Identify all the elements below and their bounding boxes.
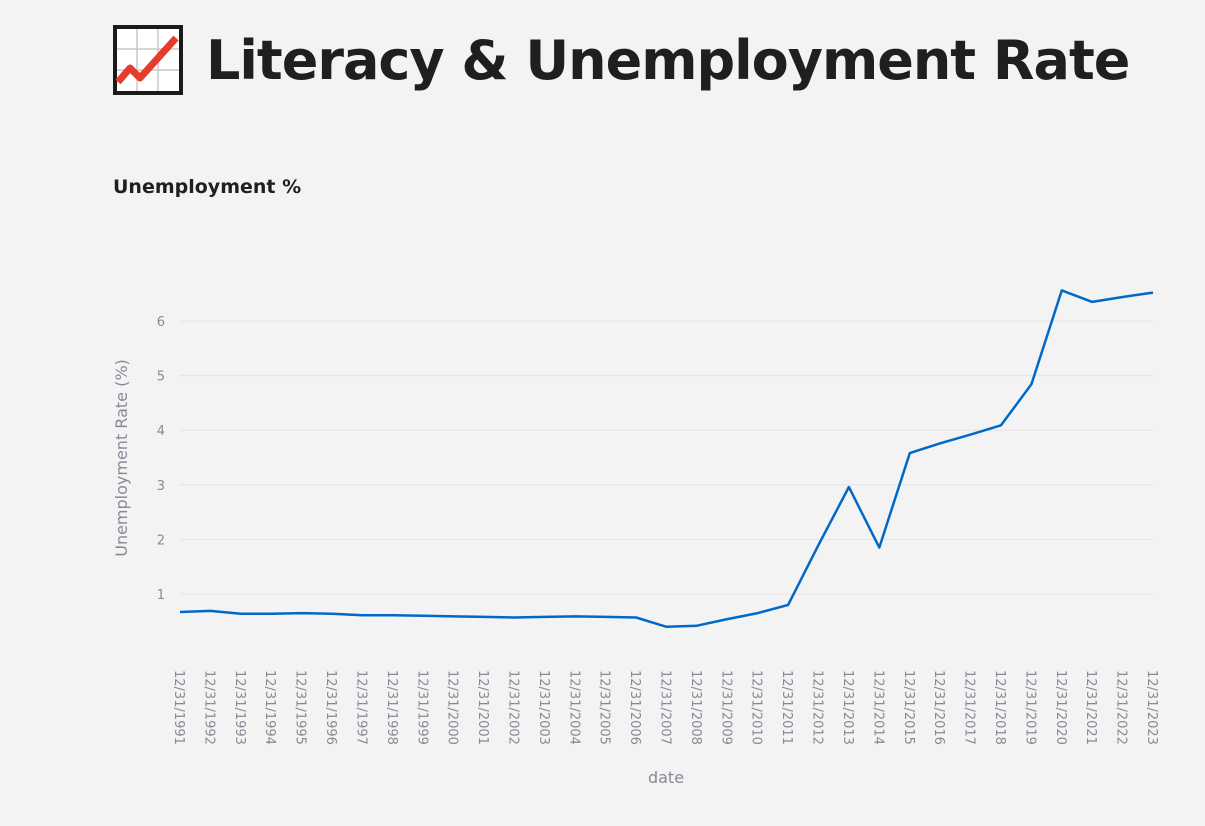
x-tick-label: 12/31/2006 [627, 670, 642, 745]
x-tick-label: 12/31/2007 [658, 670, 673, 745]
data-point[interactable] [906, 449, 914, 457]
data-point[interactable] [1058, 286, 1066, 294]
x-tick-label: 12/31/2015 [901, 670, 916, 745]
x-tick-label: 12/31/2018 [992, 670, 1007, 745]
data-point[interactable] [510, 613, 518, 621]
data-point[interactable] [328, 610, 336, 618]
x-tick-label: 12/31/2020 [1053, 670, 1068, 745]
y-axis-title: Unemployment Rate (%) [112, 359, 131, 557]
x-tick-label: 12/31/2022 [1114, 670, 1129, 745]
x-tick-label: 12/31/1999 [414, 670, 429, 745]
title-row: Literacy & Unemployment Rate [112, 20, 1130, 100]
x-tick-label: 12/31/1998 [384, 670, 399, 745]
x-tick-label: 12/31/2014 [870, 670, 885, 745]
x-tick-label: 12/31/2012 [810, 670, 825, 745]
data-point[interactable] [450, 612, 458, 620]
x-tick-label: 12/31/1994 [262, 670, 277, 745]
y-tick-label: 5 [157, 370, 165, 385]
x-tick-label: 12/31/1992 [201, 670, 216, 745]
x-tick-label: 12/31/2019 [1022, 670, 1037, 745]
data-point[interactable] [480, 613, 488, 621]
data-point[interactable] [936, 439, 944, 447]
x-tick-label: 12/31/2009 [718, 670, 733, 745]
data-point[interactable] [176, 608, 184, 616]
y-tick-label: 2 [157, 533, 165, 548]
x-tick-label: 12/31/2013 [840, 670, 855, 745]
x-tick-label: 12/31/2021 [1083, 670, 1098, 745]
data-point[interactable] [997, 421, 1005, 429]
data-point[interactable] [571, 612, 579, 620]
x-axis-title: date [648, 768, 684, 787]
x-tick-label: 12/31/2017 [962, 670, 977, 745]
data-point[interactable] [419, 612, 427, 620]
x-tick-label: 12/31/2001 [475, 670, 490, 745]
y-tick-labels: 1 2 3 4 5 6 [157, 315, 165, 603]
y-tick-label: 6 [157, 315, 165, 330]
data-point[interactable] [1119, 293, 1127, 301]
y-tick-label: 4 [157, 424, 165, 439]
data-point[interactable] [875, 544, 883, 552]
data-point[interactable] [815, 541, 823, 549]
x-tick-label: 12/31/2010 [749, 670, 764, 745]
data-point[interactable] [1149, 289, 1157, 297]
data-point[interactable] [723, 615, 731, 623]
x-tick-label: 12/31/2003 [536, 670, 551, 745]
x-tick-label: 12/31/1993 [232, 670, 247, 745]
data-point[interactable] [784, 601, 792, 609]
page-title: Literacy & Unemployment Rate [206, 28, 1130, 92]
x-tick-label: 12/31/2016 [931, 670, 946, 745]
data-point[interactable] [267, 610, 275, 618]
data-point[interactable] [1088, 298, 1096, 306]
data-point[interactable] [967, 431, 975, 439]
data-point[interactable] [1027, 380, 1035, 388]
data-point[interactable] [754, 609, 762, 617]
section-title: Unemployment % [113, 176, 302, 198]
data-point[interactable] [237, 610, 245, 618]
x-tick-label: 12/31/1997 [353, 670, 368, 745]
x-tick-label: 12/31/1995 [293, 670, 308, 745]
data-point[interactable] [206, 607, 214, 615]
grid-layer [180, 320, 1153, 595]
x-tick-label: 12/31/2011 [779, 670, 794, 745]
series-line-0[interactable] [179, 289, 1154, 629]
data-point[interactable] [693, 622, 701, 630]
data-point[interactable] [632, 613, 640, 621]
x-tick-label: 12/31/2008 [688, 670, 703, 745]
data-point[interactable] [358, 611, 366, 619]
data-point[interactable] [663, 623, 671, 631]
data-point[interactable] [845, 483, 853, 491]
y-tick-label: 1 [157, 588, 165, 603]
x-tick-label: 12/31/2005 [597, 670, 612, 745]
x-tick-label: 12/31/2002 [505, 670, 520, 745]
x-tick-label: 12/31/2000 [445, 670, 460, 745]
x-tick-label: 12/31/2004 [566, 670, 581, 745]
y-tick-label: 3 [157, 479, 165, 494]
x-tick-labels: 12/31/1991 12/31/1992 12/31/1993 12/31/1994… [171, 670, 1159, 745]
data-point[interactable] [298, 609, 306, 617]
data-point[interactable] [389, 611, 397, 619]
data-point[interactable] [541, 613, 549, 621]
data-point[interactable] [602, 613, 610, 621]
x-tick-label: 12/31/2023 [1144, 670, 1159, 745]
series-layer [176, 286, 1157, 631]
chart-increasing-icon [113, 25, 183, 95]
x-tick-label: 12/31/1991 [171, 670, 186, 745]
x-tick-label: 12/31/1996 [323, 670, 338, 745]
